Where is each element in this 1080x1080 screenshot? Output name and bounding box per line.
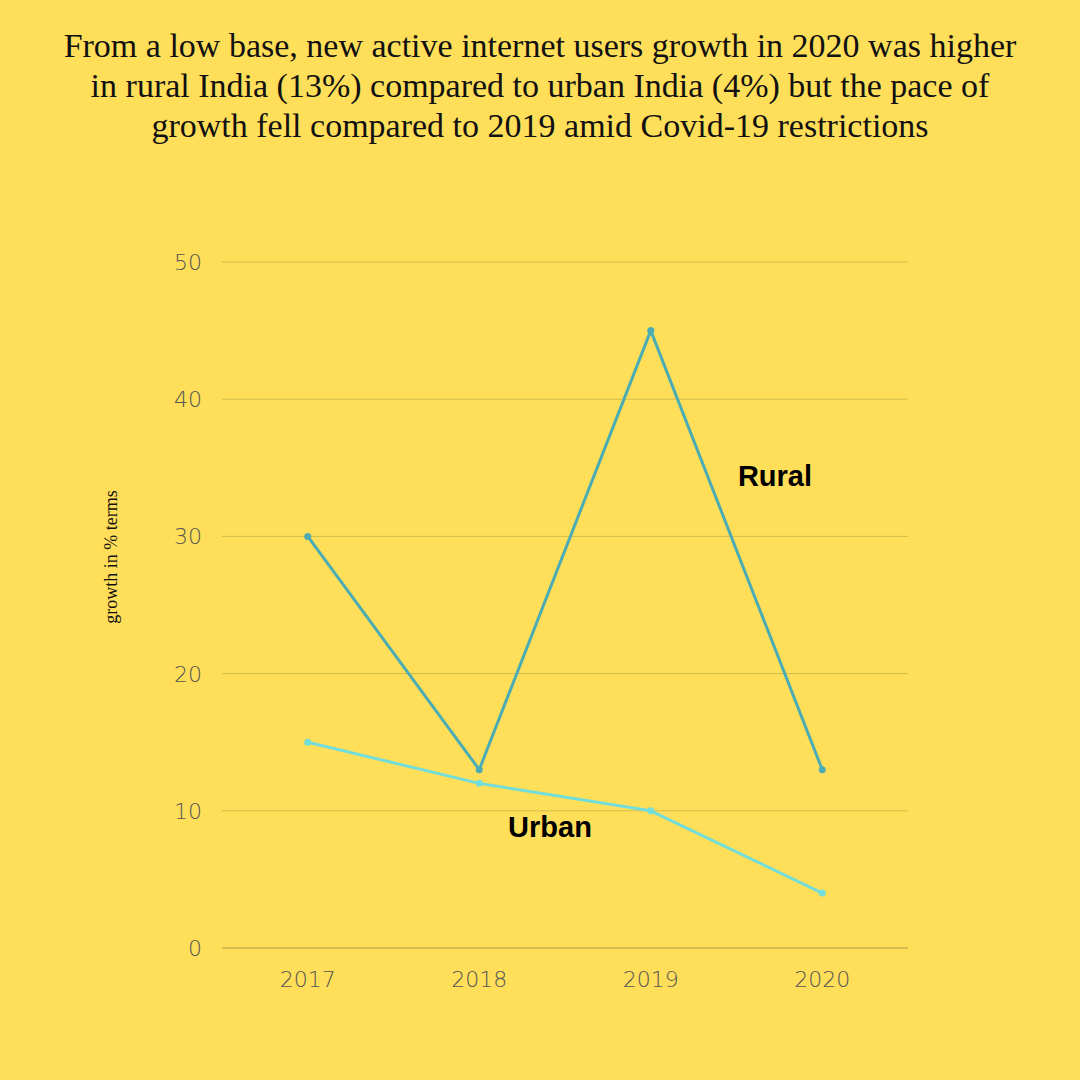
series-marker [476,780,483,787]
grid-line [222,948,908,949]
series-marker [819,766,826,773]
grid-line [222,673,908,674]
series-label: Rural [738,460,812,492]
y-tick-label: 30 [174,524,202,549]
plot-area [304,327,826,897]
x-tick-label: 2020 [794,967,850,992]
y-tick-label: 50 [174,250,202,275]
series-marker [819,890,826,897]
grid-line [222,262,908,263]
y-axis-label: growth in % terms [101,490,121,623]
series-marker [304,739,311,746]
series-label: Urban [508,811,592,843]
chart: 0 10 20 30 40 50 2017 2018 2019 2020 growth in % t… [0,0,1080,1080]
y-tick-label: 20 [174,662,202,687]
y-tick-label: 40 [174,387,202,412]
series-marker [647,807,654,814]
title: From a low base, new active internet use… [50,26,1030,146]
series-marker [647,327,654,334]
grid-line [222,399,908,400]
series-line [308,331,823,770]
x-tick-label: 2019 [623,967,679,992]
series-line [308,742,823,893]
y-tick-label: 10 [174,799,202,824]
grid-line [222,536,908,537]
x-tick-label: 2018 [451,967,507,992]
x-tick-label: 2017 [280,967,336,992]
series-marker [304,533,311,540]
series-marker [476,766,483,773]
y-tick-label: 0 [188,936,202,961]
